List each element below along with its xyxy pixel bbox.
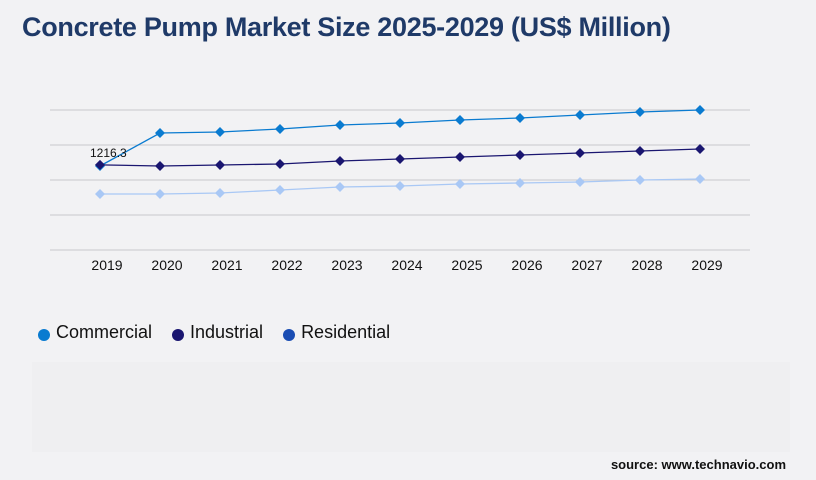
x-tick-label: 2019 <box>91 257 122 273</box>
background-panel <box>32 362 790 452</box>
legend-marker-icon <box>283 328 296 341</box>
x-tick-label: 2027 <box>571 257 602 273</box>
data-point-commercial <box>575 109 585 120</box>
data-point-residential <box>155 189 165 199</box>
data-point-residential <box>635 175 645 185</box>
data-point-industrial <box>275 158 285 169</box>
chart-title: Concrete Pump Market Size 2025-2029 (US$… <box>22 12 671 42</box>
x-tick-label: 2023 <box>331 257 362 273</box>
data-point-commercial <box>695 105 705 115</box>
data-point-industrial <box>635 146 645 157</box>
data-point-industrial <box>395 154 405 164</box>
source-text: source: www.technavio.com <box>610 457 786 472</box>
data-point-industrial <box>95 159 105 170</box>
x-tick-label: 2020 <box>151 257 182 273</box>
data-point-industrial <box>455 151 465 162</box>
legend-label: Commercial <box>56 322 153 342</box>
data-point-commercial <box>455 115 465 126</box>
data-point-commercial <box>515 112 525 123</box>
data-point-commercial <box>635 107 645 118</box>
legend: Commercial Industrial Residential <box>38 322 390 343</box>
data-point-industrial <box>215 160 225 171</box>
data-label: 1216.3 <box>90 146 127 160</box>
data-point-industrial <box>695 143 705 154</box>
data-point-residential <box>455 178 465 189</box>
legend-label: Industrial <box>190 322 264 342</box>
data-point-commercial <box>275 123 285 134</box>
x-tick-label: 2022 <box>271 257 302 273</box>
data-point-industrial <box>575 147 585 158</box>
x-tick-label: 2025 <box>451 257 482 273</box>
data-point-residential <box>95 189 105 199</box>
x-tick-label: 2028 <box>631 257 662 273</box>
data-point-residential <box>335 182 345 192</box>
data-point-industrial <box>335 156 345 167</box>
data-point-industrial <box>155 161 165 171</box>
legend-item-industrial[interactable]: Industrial <box>172 322 263 343</box>
data-point-residential <box>515 178 525 189</box>
data-point-commercial <box>215 126 225 137</box>
data-point-commercial <box>395 118 405 129</box>
legend-item-commercial[interactable]: Commercial <box>38 322 152 343</box>
x-tick-label: 2021 <box>211 257 242 273</box>
legend-marker-icon <box>172 328 185 341</box>
data-point-residential <box>215 188 225 199</box>
legend-label: Residential <box>301 322 391 342</box>
data-point-industrial <box>515 150 525 161</box>
data-point-residential <box>575 177 585 188</box>
line-chart: 2019 2020 2021 2022 2023 2024 2025 2026 2027 2028… <box>50 105 750 273</box>
x-tick-label: 2029 <box>691 257 722 273</box>
data-point-commercial <box>155 128 165 139</box>
data-point-residential <box>275 185 285 196</box>
x-tick-label: 2024 <box>391 257 422 273</box>
data-point-residential <box>395 181 405 192</box>
data-point-residential <box>695 174 705 185</box>
legend-marker-icon <box>38 328 50 341</box>
data-point-commercial <box>335 119 345 130</box>
legend-item-residential[interactable]: Residential <box>283 322 390 343</box>
x-tick-label: 2026 <box>511 257 542 273</box>
